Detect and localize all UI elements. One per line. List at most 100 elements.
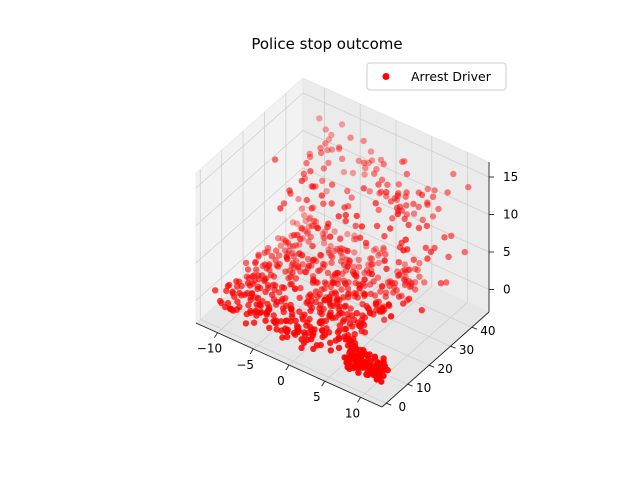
data-point: [317, 251, 324, 259]
data-point: [299, 225, 306, 232]
data-point: [329, 254, 336, 261]
data-point: [304, 336, 311, 343]
data-point: [300, 212, 308, 219]
data-point: [328, 146, 336, 153]
data-point: [272, 317, 280, 324]
y-tick-label: 10: [416, 381, 431, 395]
data-point: [328, 181, 336, 188]
data-point: [322, 140, 329, 147]
data-point: [318, 286, 325, 293]
data-point: [385, 301, 392, 308]
data-point: [424, 255, 431, 262]
data-point: [261, 277, 268, 285]
data-point: [352, 279, 359, 287]
data-point: [290, 243, 297, 250]
data-point: [401, 281, 409, 288]
data-point: [301, 331, 308, 339]
data-point: [333, 245, 341, 253]
data-point: [350, 263, 357, 271]
data-point: [368, 157, 376, 164]
data-point: [375, 206, 382, 214]
data-point: [344, 187, 351, 195]
grid-line-z: [302, 130, 490, 215]
data-point: [334, 329, 342, 336]
data-point: [322, 126, 329, 133]
data-point: [297, 224, 304, 232]
data-point: [289, 219, 297, 226]
data-point: [342, 217, 349, 225]
data-point: [299, 235, 306, 242]
data-point: [327, 233, 334, 240]
data-point: [283, 333, 291, 340]
data-point: [361, 329, 369, 336]
data-point: [266, 324, 273, 332]
data-point: [270, 281, 277, 288]
data-point: [282, 237, 289, 244]
data-point: [375, 372, 383, 380]
data-point: [347, 305, 354, 312]
data-point: [349, 268, 356, 275]
data-point: [319, 177, 326, 184]
data-point: [350, 236, 358, 243]
data-point: [289, 260, 297, 267]
data-point: [335, 145, 343, 153]
data-point: [242, 320, 250, 327]
data-point: [379, 308, 386, 315]
data-point: [277, 242, 284, 249]
data-point: [298, 344, 305, 352]
data-point: [375, 252, 382, 259]
grid-line-z: [195, 130, 304, 226]
data-point: [307, 323, 314, 331]
data-point: [296, 235, 304, 243]
data-point: [389, 215, 396, 222]
data-point: [337, 249, 344, 257]
data-point: [345, 257, 353, 264]
data-point: [387, 198, 395, 205]
data-point: [327, 242, 334, 250]
data-point: [276, 260, 283, 268]
data-point: [303, 196, 310, 204]
data-point: [292, 242, 300, 249]
y-tick-label: 0: [398, 400, 406, 414]
data-point: [293, 220, 301, 227]
data-point: [223, 287, 230, 294]
data-point: [395, 259, 402, 266]
data-point: [252, 259, 259, 267]
data-point: [224, 282, 232, 290]
data-point: [300, 170, 307, 177]
data-point: [336, 236, 344, 243]
data-point: [311, 217, 318, 225]
data-point: [314, 293, 321, 300]
data-point: [377, 188, 384, 196]
data-point: [380, 246, 387, 253]
data-point: [383, 265, 390, 273]
data-point: [306, 301, 314, 309]
data-point: [327, 339, 334, 346]
data-point: [270, 273, 278, 280]
data-point: [381, 257, 388, 264]
data-point: [257, 309, 264, 316]
data-point: [325, 220, 332, 227]
data-point: [264, 300, 271, 308]
data-point: [309, 332, 316, 339]
data-point: [355, 369, 362, 376]
data-point: [292, 285, 299, 293]
axis-lines: [195, 162, 494, 408]
data-point: [448, 232, 455, 239]
data-point: [323, 188, 330, 195]
data-point: [414, 266, 421, 274]
data-point: [361, 276, 368, 283]
data-point: [427, 248, 435, 255]
data-point: [286, 187, 293, 194]
data-point: [351, 249, 358, 256]
data-point: [289, 310, 296, 318]
data-point: [307, 168, 314, 175]
data-point: [310, 277, 317, 284]
data-point: [402, 268, 409, 276]
data-point: [331, 228, 338, 235]
data-point: [362, 164, 369, 172]
grid-line-z: [195, 205, 304, 301]
data-point: [342, 302, 349, 309]
y-tick-label: 40: [480, 324, 495, 338]
data-point: [380, 244, 387, 251]
